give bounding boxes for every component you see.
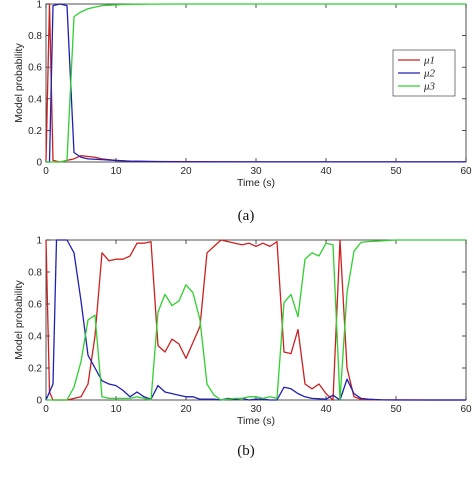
plot-area-frame — [45, 239, 467, 401]
panel-caption: (b) — [237, 443, 255, 459]
y-axis-label: Model probability — [13, 280, 25, 360]
x-tick-label: 0 — [43, 404, 49, 415]
y-tick-label: 0.6 — [28, 63, 42, 74]
x-tick-label: 40 — [320, 166, 332, 177]
y-tick-label: 0.2 — [28, 364, 42, 375]
legend-label-mu3: μ3 — [423, 81, 436, 93]
chart-panel-1: 0 10 20 30 40 50 60 0 0.2 0.4 0.6 0.8 1 Time (s) Model… — [13, 0, 472, 224]
y-tick-label: 1 — [36, 236, 42, 247]
x-tick-label: 60 — [460, 404, 472, 415]
x-tick-label: 50 — [390, 404, 402, 415]
legend-label-mu2: μ2 — [423, 68, 436, 80]
x-tick-label: 10 — [110, 166, 122, 177]
x-tick-label: 30 — [250, 166, 262, 177]
x-tick-label: 20 — [180, 404, 192, 415]
panel-caption: (a) — [238, 208, 255, 224]
y-tick-label: 0 — [36, 396, 42, 407]
x-tick-label: 0 — [43, 166, 49, 177]
x-axis-label: Time (s) — [237, 415, 275, 427]
x-tick-label: 50 — [390, 166, 402, 177]
y-tick-label: 0.2 — [28, 126, 42, 137]
y-axis-label: Model probability — [13, 43, 25, 123]
series-line-mu3 — [46, 239, 466, 401]
y-tick-label: 1 — [36, 0, 42, 11]
x-tick-label: 60 — [460, 166, 472, 177]
x-tick-label: 10 — [110, 404, 122, 415]
series-line-mu3 — [46, 3, 466, 163]
y-tick-label: 0.8 — [28, 268, 42, 279]
y-tick-label: 0.8 — [28, 31, 42, 42]
y-tick-label: 0.6 — [28, 300, 42, 311]
x-axis-label: Time (s) — [237, 177, 275, 189]
x-tick-label: 20 — [180, 166, 192, 177]
chart-panel-2: 0 10 20 30 40 50 60 0 0.2 0.4 0.6 0.8 1 Time (s) Model… — [13, 236, 472, 460]
y-tick-label: 0.4 — [28, 332, 42, 343]
series-line-mu2 — [46, 3, 466, 163]
x-tick-label: 30 — [250, 404, 262, 415]
y-tick-label: 0 — [36, 158, 42, 169]
x-tick-label: 40 — [320, 404, 332, 415]
legend-label-mu1: μ1 — [423, 55, 435, 67]
series-line-mu2 — [45, 239, 466, 401]
y-tick-label: 0.4 — [28, 94, 42, 105]
